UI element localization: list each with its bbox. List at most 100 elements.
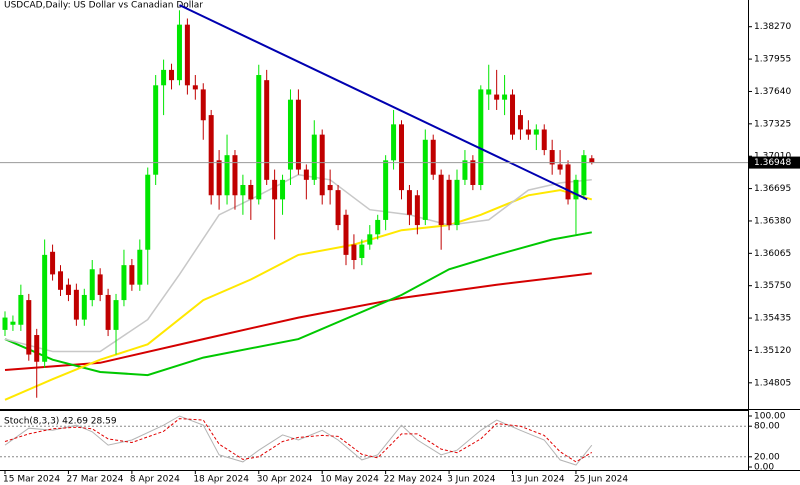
- candle-body: [399, 124, 404, 191]
- candle-body: [494, 94, 500, 100]
- candle-body: [161, 69, 167, 86]
- candle-body: [192, 85, 198, 90]
- candle-body: [34, 335, 40, 362]
- y-tick-label: 1.37325: [754, 119, 791, 129]
- y-tick-label: 100.00: [754, 412, 786, 422]
- candle-body: [153, 85, 159, 175]
- candle-body: [517, 115, 523, 130]
- moving-average: [4, 231, 592, 377]
- candle-body: [200, 89, 206, 121]
- oscillator-title: Stoch(8,3,3) 42.69 28.59: [4, 417, 117, 427]
- candle-body: [256, 75, 262, 200]
- candle-body: [557, 164, 563, 170]
- candle-body: [525, 129, 531, 135]
- y-tick-label: 1.35435: [754, 314, 791, 324]
- x-tick-label: 18 Apr 2024: [193, 475, 249, 485]
- candle-body: [438, 174, 444, 226]
- candle-body: [18, 294, 24, 325]
- x-tick-label: 25 Jun 2024: [574, 475, 628, 485]
- candle-body: [264, 80, 270, 180]
- y-tick-label: 1.36065: [754, 249, 791, 259]
- candle-body: [295, 99, 301, 170]
- candle-body: [89, 269, 95, 301]
- candle-body: [169, 69, 175, 81]
- candle-body: [541, 129, 547, 151]
- candle-body: [58, 271, 64, 290]
- y-tick-label: 1.34805: [754, 378, 791, 388]
- candle-body: [422, 139, 428, 220]
- candle-body: [176, 24, 182, 81]
- last-price-box: [749, 156, 800, 169]
- y-tick-label: 1.37955: [754, 55, 791, 65]
- candle-body: [10, 321, 16, 325]
- candle-body: [184, 24, 190, 86]
- y-tick-label: 80.00: [754, 422, 780, 432]
- y-tick-label: 1.36380: [754, 216, 791, 226]
- y-tick-label: 0.00: [754, 463, 774, 473]
- candle-body: [113, 300, 119, 330]
- candle-body: [462, 160, 468, 180]
- candle-body: [391, 124, 397, 161]
- candle-body: [446, 179, 452, 226]
- candle-body: [510, 94, 516, 135]
- y-tick-label: 1.35750: [754, 281, 791, 291]
- candle-body: [573, 179, 579, 200]
- candle-body: [581, 155, 587, 196]
- candle-body: [414, 195, 420, 226]
- candle-body: [533, 129, 539, 135]
- chart-title: USDCAD,Daily: US Dollar vs Canadian Doll…: [4, 1, 203, 11]
- stoch-line: [4, 415, 593, 466]
- candle-body: [311, 134, 317, 180]
- x-tick-label: 30 Apr 2024: [257, 475, 313, 485]
- candle-body: [26, 300, 32, 355]
- candle-body: [549, 150, 555, 165]
- x-tick-label: 8 Apr 2024: [130, 475, 180, 485]
- x-tick-label: 13 Jun 2024: [511, 475, 565, 485]
- candle-body: [105, 294, 111, 330]
- trend-line: [179, 4, 588, 201]
- candle-body: [129, 265, 135, 285]
- candle-body: [232, 155, 238, 196]
- candle-body: [430, 139, 436, 175]
- last-price-label: 1.36948: [754, 158, 791, 168]
- candle-body: [470, 160, 476, 185]
- candle-body: [335, 190, 341, 226]
- candle-body: [367, 234, 373, 245]
- candle-body: [287, 99, 293, 170]
- candle-body: [375, 219, 381, 235]
- candle-body: [145, 174, 151, 250]
- candle-body: [65, 284, 71, 295]
- y-tick-label: 20.00: [754, 452, 780, 462]
- x-tick-label: 3 Jun 2024: [447, 475, 496, 485]
- candle-body: [97, 274, 103, 295]
- candle-body: [303, 169, 309, 180]
- candle-body: [121, 265, 127, 301]
- y-tick-label: 1.36695: [754, 184, 791, 194]
- candle-body: [81, 294, 87, 320]
- candle-body: [327, 184, 333, 191]
- candle-body: [383, 160, 389, 220]
- candle-body: [208, 115, 214, 196]
- candle-body: [406, 190, 412, 215]
- candle-body: [272, 179, 278, 200]
- candle-body: [589, 158, 595, 163]
- candle-body: [478, 89, 484, 185]
- candle-body: [351, 244, 357, 261]
- candle-body: [224, 155, 230, 196]
- candle-body: [216, 160, 222, 196]
- stoch-line: [4, 418, 593, 463]
- candle-body: [42, 254, 48, 362]
- candle-body: [50, 251, 56, 275]
- candle-body: [248, 184, 254, 200]
- candle-body: [454, 179, 460, 226]
- candle-body: [319, 134, 325, 196]
- moving-average: [4, 189, 593, 401]
- candle-body: [565, 164, 571, 200]
- candle-body: [343, 214, 349, 255]
- candle-body: [502, 94, 508, 100]
- moving-average: [4, 272, 592, 371]
- x-tick-label: 27 Mar 2024: [66, 475, 123, 485]
- candle-body: [280, 179, 286, 200]
